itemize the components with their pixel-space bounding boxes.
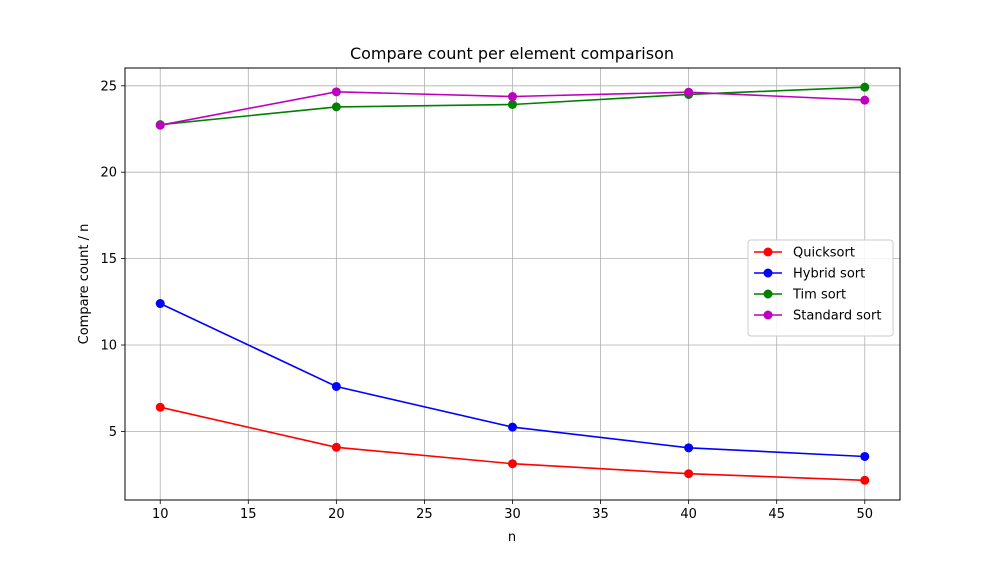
x-tick-label: 40	[680, 507, 697, 522]
x-tick-label: 10	[152, 507, 169, 522]
y-tick-label: 15	[100, 252, 117, 267]
data-point	[684, 87, 694, 97]
data-point	[860, 475, 870, 485]
x-tick-label: 45	[768, 507, 785, 522]
legend-label: Quicksort	[793, 246, 855, 261]
legend-marker	[763, 289, 773, 299]
legend-label: Hybrid sort	[793, 267, 865, 282]
legend: Quicksort Hybrid sort Tim sort Standard sor…	[747, 239, 894, 337]
y-axis-label: Compare count / n	[77, 224, 92, 345]
y-tick-label: 20	[100, 166, 117, 181]
data-point	[860, 95, 870, 105]
legend-marker	[763, 268, 773, 278]
data-point	[860, 451, 870, 461]
x-tick-label: 50	[856, 507, 873, 522]
data-point	[155, 120, 165, 130]
data-point	[508, 92, 517, 102]
legend-marker	[763, 310, 773, 320]
axes-layer: 10 15 20 25 30 35 40 45 50 5 10 15 20 25	[100, 67, 901, 522]
data-point	[508, 459, 517, 469]
data-point	[508, 99, 517, 109]
data-point	[684, 469, 694, 479]
data-point	[331, 87, 341, 97]
data-point	[331, 442, 341, 452]
data-point	[155, 402, 165, 412]
data-point	[331, 102, 341, 112]
data-point	[331, 381, 341, 391]
y-tick-label: 25	[100, 79, 117, 94]
x-tick-label: 15	[240, 507, 257, 522]
data-point	[860, 82, 870, 92]
data-point	[155, 299, 165, 309]
x-tick-label: 35	[592, 507, 609, 522]
y-tick-label: 10	[100, 338, 117, 353]
data-point	[508, 422, 517, 432]
plot-frame	[124, 67, 901, 501]
data-point	[684, 443, 694, 453]
series-layer	[155, 82, 870, 485]
x-tick-label: 25	[416, 507, 433, 522]
legend-label: Standard sort	[793, 309, 881, 324]
x-tick-label: 30	[504, 507, 521, 522]
legend-marker	[763, 247, 773, 257]
x-axis-label: n	[508, 530, 516, 545]
y-tick-label: 5	[109, 425, 117, 440]
legend-box	[747, 239, 894, 337]
x-tick-label: 20	[328, 507, 345, 522]
chart-title: Compare count per element comparison	[350, 44, 674, 63]
legend-label: Tim sort	[792, 288, 846, 303]
